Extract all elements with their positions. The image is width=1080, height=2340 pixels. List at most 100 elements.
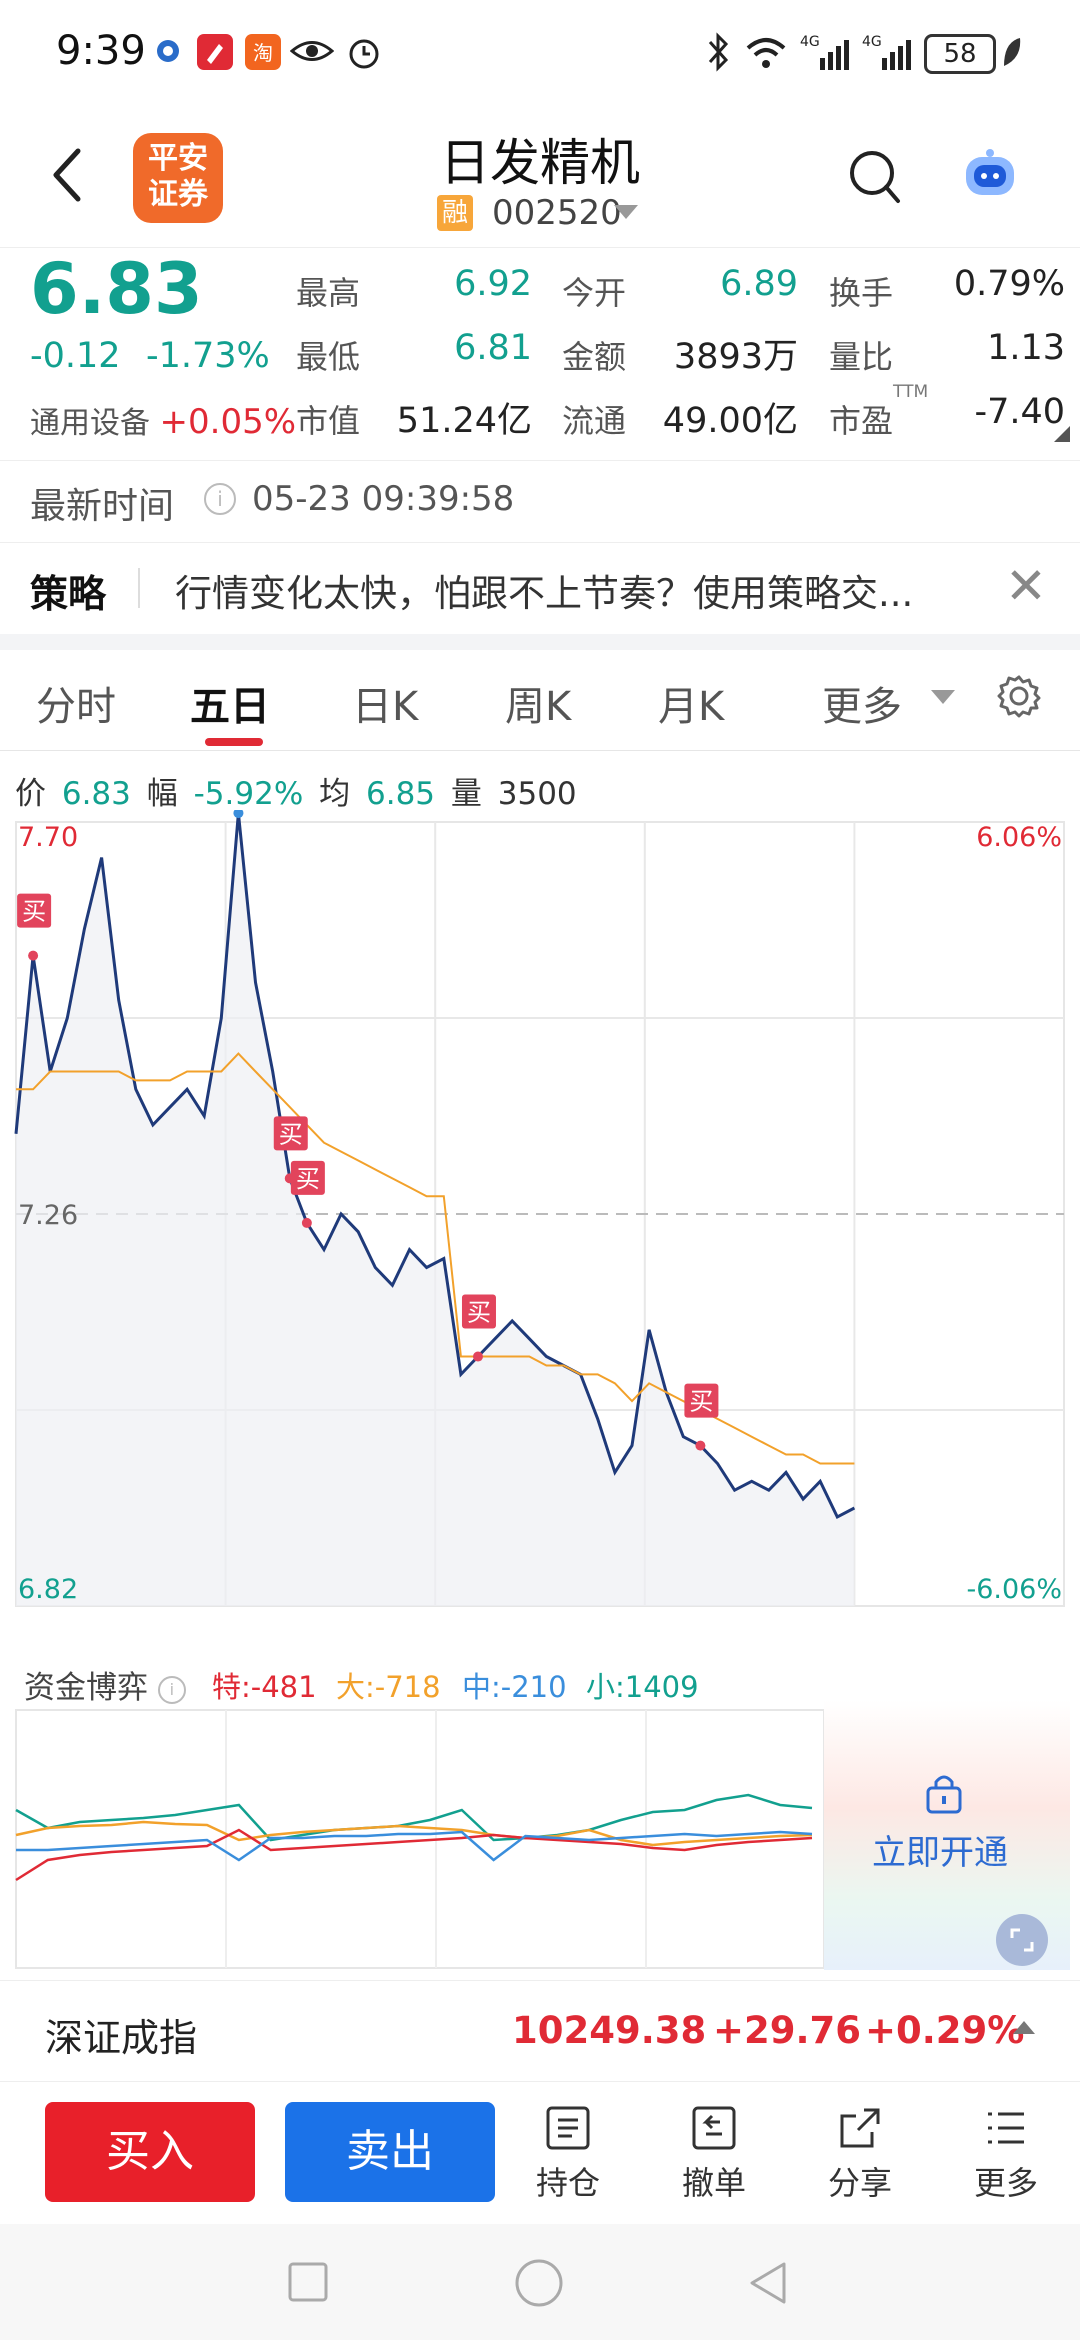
search-icon[interactable] [848,149,902,205]
five-day-chart[interactable]: 买卖买买买买 7.70 7.26 6.82 6.06% -6.06% 2025/… [0,810,1080,1610]
gear-icon[interactable] [997,674,1041,718]
price-change-pct: -1.73% [146,336,270,376]
price-value: 6.83 [61,776,131,812]
sell-button[interactable]: 卖出 [285,2102,495,2202]
fund-te: 特:-481 [212,1670,317,1704]
strategy-label: 策略 [30,572,107,616]
high-value: 6.92 [454,264,532,304]
pct-bottom-label: -6.06% [966,1574,1062,1605]
avg-value: 6.85 [366,776,436,812]
price-area-fill [16,813,855,1606]
info-icon[interactable]: i [204,483,236,515]
divider [138,568,140,608]
unlock-button[interactable]: 立即开通 [872,1833,1008,1873]
marker-dot [28,950,39,961]
marker-badge [461,1294,496,1329]
open-value: 6.89 [720,264,798,304]
marker-label: 买 [467,1299,491,1327]
low-label: 最低 [296,338,361,376]
info-icon[interactable]: i [157,1675,186,1704]
back-icon[interactable] [48,145,88,205]
marker-label: 买 [279,1120,303,1148]
fund-da: 大:-718 [336,1670,441,1704]
home-icon[interactable] [514,2258,564,2308]
latest-time-label: 最新时间 [30,486,175,527]
pct-top-label: 6.06% [976,822,1062,853]
bottom-toolbar: 买入 卖出 持仓 撤单 分享 更多 [0,2082,1080,2224]
chevron-down-icon[interactable] [931,690,955,704]
svg-text:4G: 4G [800,34,820,50]
turnover-value: 0.79% [953,264,1065,304]
back-nav-icon[interactable] [746,2260,790,2306]
status-time: 9:39 [56,28,146,74]
fund-series-line [15,1820,813,1847]
marker-dot [695,1440,706,1451]
marker-label: 买 [296,1165,320,1193]
float-cap-label: 流通 [562,402,627,440]
recents-icon[interactable] [286,2260,330,2304]
broker-logo: 平安 证券 [133,133,223,223]
trade-marker: 买 [461,1294,496,1362]
marker-badge [290,1160,325,1195]
tab-monthly-k[interactable]: 月K [658,684,725,730]
pe-label: 市盈 [829,402,894,440]
buy-button[interactable]: 买入 [45,2102,255,2202]
industry-change[interactable]: 通用设备 +0.05% [30,402,297,442]
range-value: -5.92% [193,776,304,812]
trade-markers: 买卖买买买买 [17,810,719,1451]
chart-tabs: 分时 五日 日K 周K 月K 更多 [0,650,1080,751]
chevron-up-icon[interactable] [1013,2021,1035,2034]
position-icon [546,2106,590,2150]
undo-order-icon [692,2106,736,2150]
volume-ratio-value: 1.13 [987,328,1065,368]
unlock-overlay[interactable]: 立即开通 [824,1700,1070,1970]
index-ticker[interactable]: 深证成指 10249.38 +29.76 +0.29% [0,1980,1080,2082]
stock-code[interactable]: 002520 [492,193,622,233]
marker-label: 买 [22,898,46,926]
robot-assistant-icon[interactable] [960,145,1020,205]
marker-badge [273,1116,308,1151]
tab-intraday[interactable]: 分时 [36,684,116,730]
marker-dot [301,1217,312,1228]
trade-marker: 卖 [233,810,244,819]
index-pct: +0.29% [865,2009,1025,2052]
tab-weekly-k[interactable]: 周K [505,684,572,730]
active-tab-indicator [205,738,263,746]
strategy-banner[interactable]: 策略 行情变化太快，怕跟不上节奏？使用策略交... ✕ [0,542,1080,633]
index-name: 深证成指 [45,2016,198,2060]
volume-label: 量 [450,776,482,812]
trade-marker: 买 [290,1160,325,1228]
y-mid-label: 7.26 [18,1200,78,1231]
position-button[interactable]: 持仓 [518,2104,618,2204]
fund-xiao: 小:1409 [586,1670,699,1704]
share-button[interactable]: 分享 [810,2104,910,2204]
fund-chart-border [15,1709,825,1969]
amount-label: 金额 [562,338,627,376]
tab-five-day[interactable]: 五日 [190,684,270,730]
fund-game-label: 资金博弈 i [24,1662,186,1707]
quote-panel: 6.83 -0.12 -1.73% 通用设备 +0.05% 最高 6.92 今开… [0,247,1080,446]
marker-dot [284,1173,295,1184]
cancel-order-button[interactable]: 撤单 [664,2104,764,2204]
status-bar: 9:39 淘 4G 4G 58 [0,0,1080,105]
battery-indicator: 58 [924,34,996,74]
strategy-text[interactable]: 行情变化太快，怕跟不上节奏？使用策略交... [175,572,914,615]
corner-expand-icon[interactable] [1054,426,1070,442]
share-icon [840,2108,880,2148]
leaf-icon [1004,38,1021,66]
app-icon [197,34,233,70]
trade-marker: 买 [273,1116,308,1184]
turnover-label: 换手 [829,274,894,312]
range-label: 幅 [146,776,178,812]
more-button[interactable]: 更多 [956,2104,1056,2204]
fullscreen-icon[interactable] [996,1914,1048,1966]
tab-daily-k[interactable]: 日K [352,684,419,730]
close-icon[interactable]: ✕ [1005,557,1047,615]
margin-badge: 融 [437,195,473,231]
pe-ttm-sup: TTM [893,382,929,402]
tab-more[interactable]: 更多 [822,684,902,730]
chevron-down-icon[interactable] [614,205,638,219]
open-label: 今开 [562,274,627,312]
fund-series-line [15,1828,813,1882]
low-value: 6.81 [454,328,532,368]
